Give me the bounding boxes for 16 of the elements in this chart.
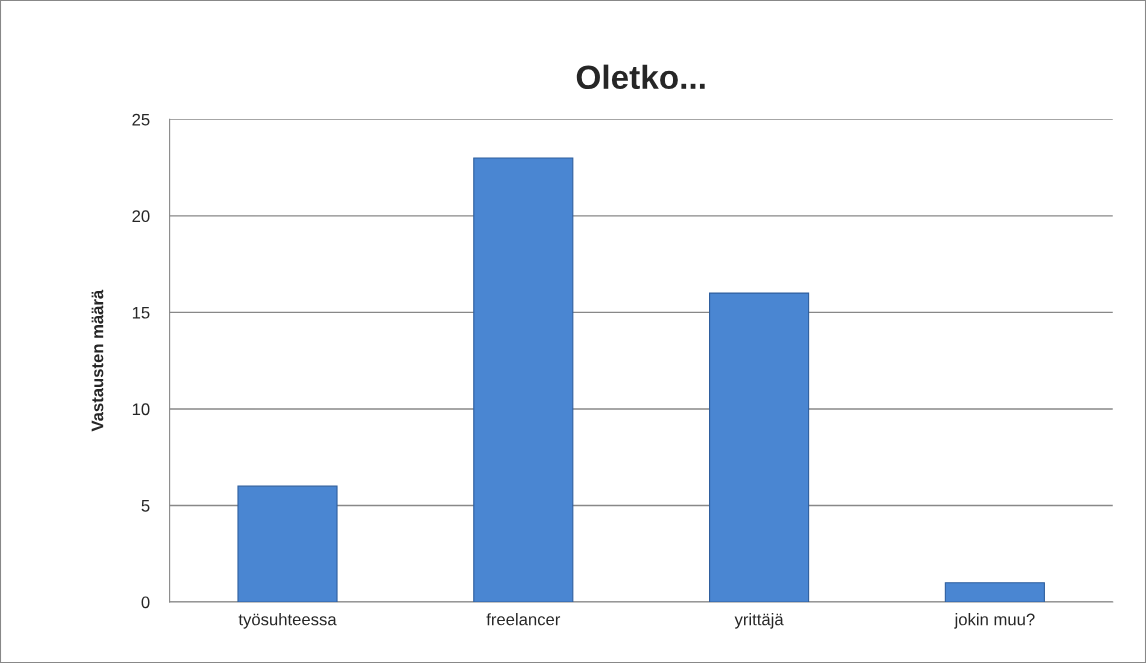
x-tick-label: freelancer bbox=[486, 613, 561, 626]
bar bbox=[709, 292, 810, 602]
y-axis-title: Vastausten määrä bbox=[91, 289, 104, 432]
x-tick-label: yrittäjä bbox=[734, 613, 784, 629]
y-tick-label: 25 bbox=[132, 113, 150, 126]
x-tick-label: jokin muu? bbox=[954, 613, 1035, 629]
x-tick-label: työsuhteessa bbox=[238, 613, 337, 629]
y-tick-label: 10 bbox=[132, 403, 150, 416]
chart-title: Oletko... bbox=[576, 64, 705, 90]
bar bbox=[237, 485, 338, 602]
y-tick-label: 5 bbox=[141, 500, 150, 512]
y-tick-label: 15 bbox=[132, 306, 150, 319]
bar bbox=[473, 157, 574, 602]
y-tick-label: 0 bbox=[141, 596, 150, 609]
y-tick-label: 20 bbox=[132, 210, 150, 223]
bar bbox=[944, 582, 1045, 602]
